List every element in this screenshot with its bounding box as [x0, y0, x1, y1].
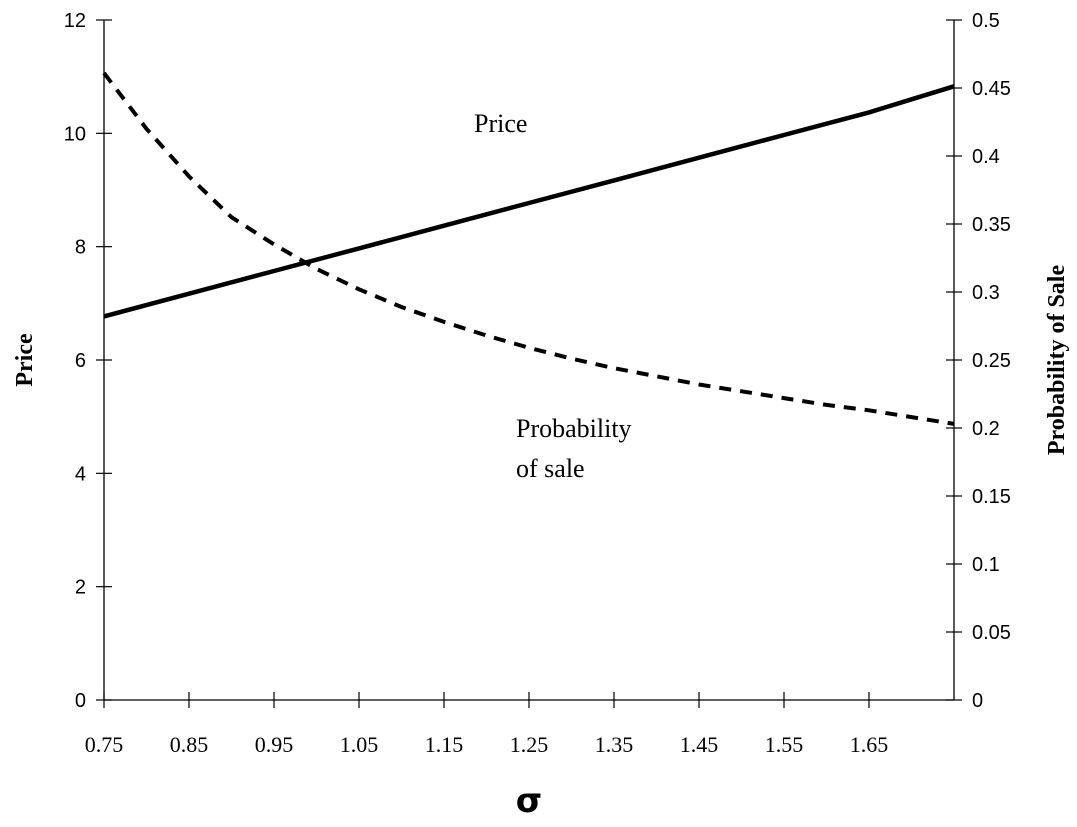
series-group	[102, 71, 955, 426]
y2-tick-label: 0.15	[972, 486, 1011, 508]
x-tick-label: 1.15	[425, 732, 464, 757]
ticks: 0 2 4 6 8 10 12 0 0.05 0.1 0.15 0.2 0.25 0.3 0.35 0.4 0.…	[64, 10, 1011, 757]
y2-axis-title: Probability of Sale	[1044, 265, 1070, 456]
y-tick-label: 0	[75, 690, 86, 712]
y2-tick-label: 0.35	[972, 214, 1011, 236]
y2-tick-label: 0.3	[972, 282, 1000, 304]
y2-tick-label: 0	[972, 690, 983, 712]
y-tick-label: 6	[75, 350, 86, 372]
x-axis-title: σ	[516, 781, 542, 821]
price-series-line	[103, 84, 955, 319]
y2-tick-label: 0.4	[972, 146, 1000, 168]
y-tick-label: 4	[75, 463, 86, 485]
y2-tick-label: 0.25	[972, 350, 1011, 372]
x-tick-label: 1.65	[850, 732, 889, 757]
y-tick-label: 2	[75, 577, 86, 599]
y-tick-label: 10	[64, 123, 86, 145]
y2-tick-label: 0.5	[972, 10, 1000, 32]
x-tick-label: 0.95	[255, 732, 294, 757]
probability-series-label-line2: of sale	[516, 454, 585, 483]
x-tick-label: 1.05	[340, 732, 379, 757]
y-tick-label: 12	[64, 10, 86, 32]
y-axis-title: Price	[12, 333, 38, 387]
price-series-label: Price	[474, 109, 527, 138]
y2-tick-label: 0.45	[972, 78, 1011, 100]
y-tick-label: 8	[75, 237, 86, 259]
y2-tick-label: 0.2	[972, 418, 1000, 440]
x-tick-label: 1.35	[595, 732, 634, 757]
y2-tick-label: 0.1	[972, 554, 1000, 576]
x-tick-label: 1.55	[765, 732, 804, 757]
x-tick-label: 1.45	[680, 732, 719, 757]
x-tick-label: 0.85	[170, 732, 209, 757]
probability-series-label-line1: Probability	[516, 414, 632, 443]
x-tick-label: 1.25	[510, 732, 549, 757]
probability-series-line	[102, 71, 955, 426]
y2-tick-label: 0.05	[972, 622, 1011, 644]
x-tick-label: 0.75	[85, 732, 124, 757]
